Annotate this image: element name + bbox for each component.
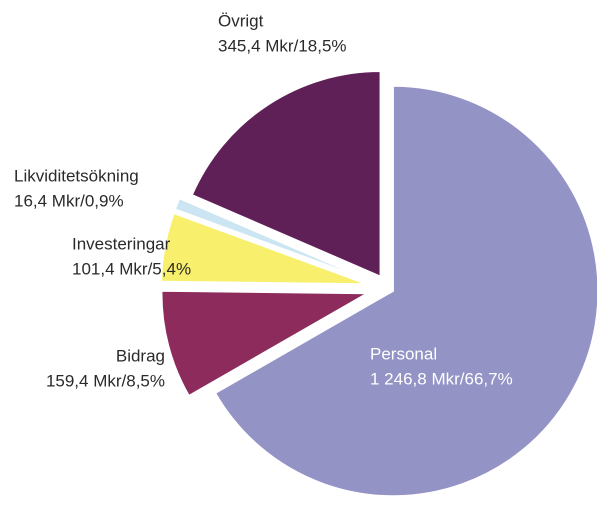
slice-label: Likviditetsökning (14, 166, 139, 185)
slice-value-label: 159,4 Mkr/8,5% (46, 371, 165, 390)
slice-label: Bidrag (116, 346, 165, 365)
slice-value-label: 101,4 Mkr/5,4% (72, 259, 191, 278)
pie-slice (174, 197, 368, 281)
slice-label: Investeringar (72, 234, 171, 253)
pie-slice (160, 290, 370, 397)
slice-label: Personal (370, 344, 437, 363)
pie-slice (214, 85, 597, 497)
slice-value-label: 16,4 Mkr/0,9% (14, 191, 124, 210)
slice-label: Övrigt (218, 11, 264, 30)
pie-slice (160, 212, 367, 285)
slice-value-label: 345,4 Mkr/18,5% (218, 36, 347, 55)
slice-value-label: 1 246,8 Mkr/66,7% (370, 369, 513, 388)
pie-slice (191, 70, 382, 278)
